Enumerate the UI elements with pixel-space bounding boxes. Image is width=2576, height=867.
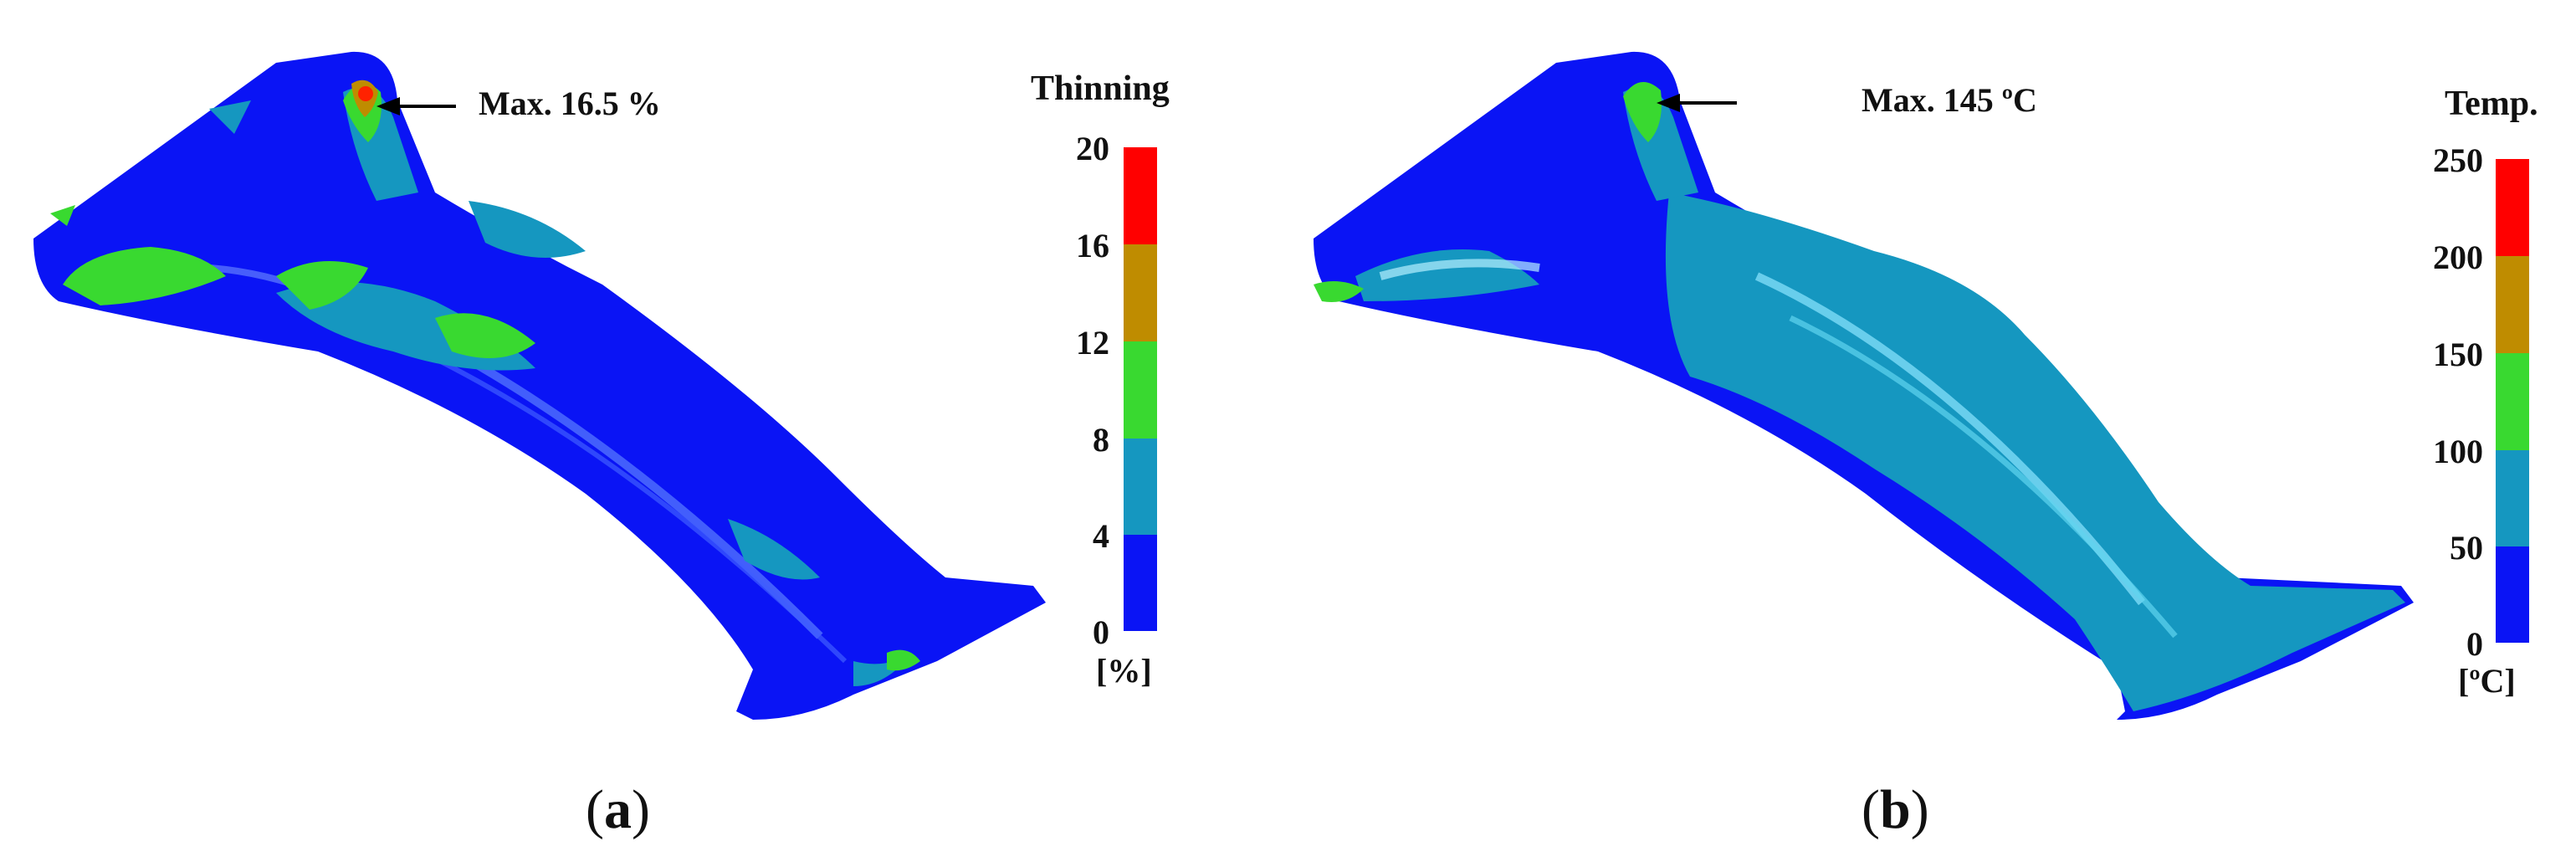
tick-label: 8 bbox=[1093, 421, 1109, 459]
colorbar-segment bbox=[1124, 535, 1157, 631]
tick-label: 4 bbox=[1093, 517, 1109, 555]
legend-title-thinning: Thinning bbox=[1031, 69, 1170, 108]
legend-unit-percent: [%] bbox=[1096, 652, 1152, 690]
caption-a-letter: a bbox=[603, 779, 632, 840]
colorbar-segment bbox=[2496, 159, 2529, 256]
colorbar-temperature bbox=[2496, 159, 2529, 643]
part-a-zone-green-1 bbox=[63, 247, 226, 305]
tick-label: 150 bbox=[2433, 336, 2483, 373]
tick-label: 250 bbox=[2433, 141, 2483, 179]
colorbar-segment bbox=[1124, 439, 1157, 535]
annotation-max-temperature: Max. 145 ºC bbox=[1862, 81, 2037, 119]
tick-label: 0 bbox=[2466, 625, 2483, 663]
part-a-contour-plot bbox=[33, 51, 1046, 720]
colorbar-segment bbox=[1124, 341, 1157, 439]
colorbar-segment bbox=[1124, 147, 1157, 244]
legend-title-temperature: Temp. bbox=[2445, 85, 2538, 123]
part-b-ridge-3 bbox=[1379, 259, 1540, 280]
panel-b: Max. 145 ºC Temp. 250 200 150 100 50 0 [… bbox=[1288, 0, 2576, 867]
tick-label: 0 bbox=[1093, 613, 1109, 651]
caption-b: (b) bbox=[1862, 779, 1929, 840]
tick-label: 200 bbox=[2433, 239, 2483, 276]
part-a-ridge-2 bbox=[383, 332, 848, 664]
colorbar-segment bbox=[1124, 244, 1157, 341]
colorbar-segment bbox=[2496, 256, 2529, 353]
part-a-body bbox=[33, 51, 1046, 720]
caption-a: (a) bbox=[586, 779, 650, 840]
part-b-arrow-head bbox=[1657, 94, 1680, 112]
colorbar-segment bbox=[2496, 353, 2529, 450]
part-b-ridge-2 bbox=[1789, 315, 2178, 639]
part-a-zone-green-6 bbox=[50, 205, 75, 226]
part-a-zone-cyan-4 bbox=[728, 519, 820, 580]
part-a-arrow-head bbox=[376, 97, 400, 115]
caption-b-letter: b bbox=[1879, 779, 1911, 840]
colorbar-segment bbox=[2496, 546, 2529, 643]
part-a-zone-green-3 bbox=[435, 313, 535, 358]
tick-label: 100 bbox=[2433, 433, 2483, 470]
part-a-zone-green-5 bbox=[887, 649, 920, 671]
part-b-zone-green-2 bbox=[1314, 281, 1364, 302]
annotation-max-thinning: Max. 16.5 % bbox=[479, 85, 661, 122]
tick-label: 20 bbox=[1076, 130, 1109, 167]
part-a-zone-max bbox=[358, 86, 373, 101]
part-b-contour-plot bbox=[1314, 51, 2414, 720]
part-b-zone-cyan-main bbox=[1665, 192, 2405, 711]
part-a-zone-cyan-2 bbox=[469, 201, 586, 258]
colorbar-segment bbox=[2496, 450, 2529, 546]
tick-label: 12 bbox=[1076, 324, 1109, 362]
part-a-zone-green-2 bbox=[276, 261, 368, 310]
legend-unit-celsius: [ºC] bbox=[2458, 662, 2516, 700]
panel-a: Max. 16.5 % Thinning 20 16 12 8 4 0 [%] … bbox=[33, 51, 1170, 840]
tick-label: 16 bbox=[1076, 227, 1109, 264]
part-a-zone-cyan-6 bbox=[209, 100, 251, 134]
colorbar-thinning bbox=[1124, 147, 1157, 631]
part-b-zone-green-1 bbox=[1623, 82, 1662, 142]
tick-label: 50 bbox=[2450, 529, 2483, 567]
